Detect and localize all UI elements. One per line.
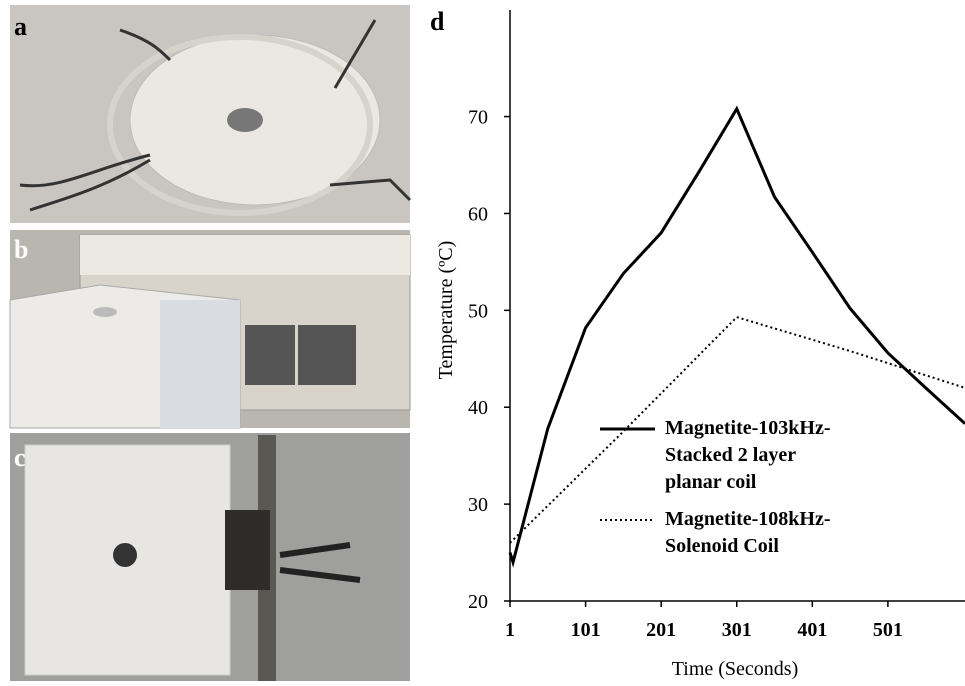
y-tick-label: 50 [468,300,488,322]
legend-swatch [600,424,655,434]
x-tick-label: 201 [646,619,676,641]
y-tick-label: 70 [468,107,488,129]
y-tick-label: 30 [468,494,488,516]
legend-label: Magnetite-103kHz-Stacked 2 layer planar … [665,415,840,496]
panel-label: a [14,12,27,41]
legend-entry: Magnetite-108kHz-Solenoid Coil [600,506,850,560]
y-axis-title: Temperature (ºC) [435,241,457,380]
photo-a [10,5,410,223]
legend-swatch [600,515,655,525]
x-tick-label: 501 [873,619,903,641]
photo-c [10,433,410,681]
photo-b [10,230,410,428]
page: a b c d Time (Seconds) Temperature (ºC) … [0,0,965,686]
x-tick-label: 101 [571,619,601,641]
legend-label: Magnetite-108kHz-Solenoid Coil [665,506,840,560]
x-tick-label: 301 [722,619,752,641]
figure: a b c d Time (Seconds) Temperature (ºC) … [0,0,965,686]
legend: Magnetite-103kHz-Stacked 2 layer planar … [600,415,850,560]
x-tick-label: 1 [505,619,515,641]
panel-label: c [14,443,26,472]
y-tick-label: 40 [468,397,488,419]
legend-entry: Magnetite-103kHz-Stacked 2 layer planar … [600,415,850,496]
x-tick-label: 401 [797,619,827,641]
y-tick-label: 60 [468,203,488,225]
panel-label: b [14,235,28,264]
y-tick-label: 20 [468,591,488,613]
x-axis-title: Time (Seconds) [672,658,798,680]
panel-label: d [430,7,445,36]
